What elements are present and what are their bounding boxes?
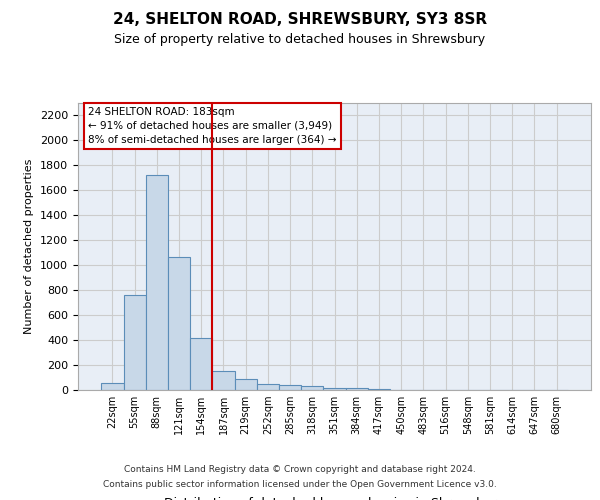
Bar xyxy=(124,295,146,390)
Bar xyxy=(146,175,168,390)
Bar xyxy=(190,338,212,390)
Text: Contains public sector information licensed under the Open Government Licence v3: Contains public sector information licen… xyxy=(103,480,497,489)
Y-axis label: Number of detached properties: Number of detached properties xyxy=(25,158,34,334)
Bar xyxy=(168,257,190,390)
Text: 24, SHELTON ROAD, SHREWSBURY, SY3 8SR: 24, SHELTON ROAD, SHREWSBURY, SY3 8SR xyxy=(113,12,487,28)
X-axis label: Distribution of detached houses by size in Shrewsbury: Distribution of detached houses by size … xyxy=(164,497,505,500)
Text: 24 SHELTON ROAD: 183sqm
← 91% of detached houses are smaller (3,949)
8% of semi-: 24 SHELTON ROAD: 183sqm ← 91% of detache… xyxy=(88,107,337,145)
Bar xyxy=(346,388,368,390)
Bar xyxy=(101,383,124,390)
Text: Contains HM Land Registry data © Crown copyright and database right 2024.: Contains HM Land Registry data © Crown c… xyxy=(124,465,476,474)
Bar xyxy=(323,388,346,390)
Text: Size of property relative to detached houses in Shrewsbury: Size of property relative to detached ho… xyxy=(115,32,485,46)
Bar xyxy=(235,380,257,390)
Bar xyxy=(279,385,301,390)
Bar xyxy=(212,371,235,390)
Bar xyxy=(257,384,279,390)
Bar xyxy=(301,386,323,390)
